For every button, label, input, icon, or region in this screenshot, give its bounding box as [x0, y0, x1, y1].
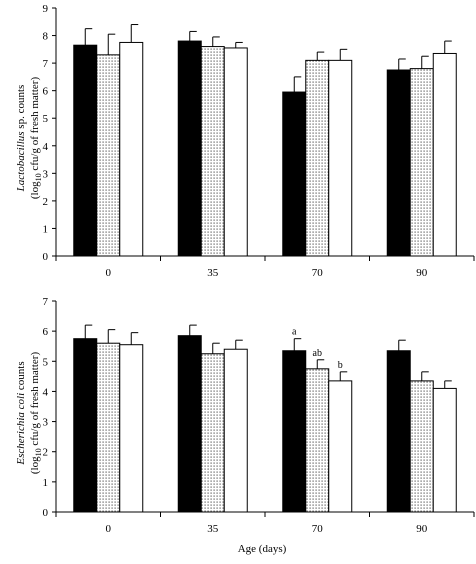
bar	[200, 46, 225, 257]
y-tick-label: 2	[43, 196, 49, 208]
x-tick-label: 0	[106, 267, 112, 279]
y-tick-label: 5	[43, 356, 49, 368]
bar	[282, 91, 307, 257]
y-tick-label: 4	[43, 141, 49, 153]
bar	[409, 380, 434, 513]
y-tick-label: 1	[43, 223, 49, 235]
bar	[73, 44, 98, 257]
y-tick-label: 4	[43, 386, 49, 398]
bar	[96, 342, 121, 513]
bar	[305, 59, 330, 257]
ylabel-italic-part: Escherichia coli	[15, 393, 27, 466]
bar	[409, 68, 434, 257]
ecoli-y-axis-title-line1: Escherichia coli counts	[15, 361, 27, 465]
y-tick-label: 8	[43, 31, 49, 43]
bar	[386, 69, 411, 257]
bar	[328, 59, 353, 257]
y-tick-label: 9	[43, 3, 49, 15]
bar	[223, 348, 248, 513]
y-tick-label: 6	[43, 86, 49, 98]
y-tick-label: 2	[43, 447, 49, 459]
ylabel-rest-part: counts	[15, 361, 27, 392]
bar	[96, 54, 121, 257]
lactobacillus-y-axis-title: Lactobacillus sp. counts (log10 cfu/g of…	[15, 77, 43, 200]
x-tick-label: 90	[416, 267, 428, 279]
lactobacillus-panel: Lactobacillus sp. counts (log10 cfu/g of…	[15, 3, 475, 279]
bar	[177, 40, 202, 257]
x-tick-label: 0	[106, 523, 112, 535]
x-axis-title: Age (days)	[238, 543, 287, 555]
significance-label: b	[338, 360, 343, 371]
significance-label: a	[292, 327, 297, 338]
bar	[305, 368, 330, 513]
x-tick-label: 35	[207, 267, 219, 279]
ylabel-line2-post: cfu/g of fresh matter)	[29, 352, 41, 449]
bar	[386, 350, 411, 513]
ylabel-line2-sub: 10	[34, 173, 43, 181]
y-tick-label: 0	[43, 507, 49, 519]
y-tick-label: 5	[43, 113, 49, 125]
x-tick-label: 70	[312, 523, 324, 535]
ylabel-italic-part: Lactobacillus	[15, 131, 27, 192]
ylabel-line2-pre: (log	[29, 181, 41, 199]
significance-label: ab	[313, 348, 322, 359]
x-tick-label: 35	[207, 523, 219, 535]
bar	[328, 380, 353, 513]
bar	[73, 338, 98, 513]
y-tick-label: 1	[43, 477, 49, 489]
bar	[432, 387, 457, 513]
y-tick-label: 6	[43, 326, 49, 338]
ylabel-rest-part: sp. counts	[15, 85, 27, 132]
bar	[119, 41, 144, 257]
y-tick-label: 3	[43, 168, 49, 180]
ylabel-line2-sub: 10	[34, 448, 43, 456]
bar	[223, 47, 248, 257]
ylabel-line2-pre: (log	[29, 456, 41, 474]
y-tick-label: 0	[43, 251, 49, 263]
y-tick-label: 7	[43, 296, 49, 308]
bar	[432, 52, 457, 257]
ecoli-y-axis-title: Escherichia coli counts (log10 cfu/g of …	[15, 352, 43, 475]
bar	[177, 335, 202, 513]
bar	[119, 344, 144, 513]
x-tick-label: 90	[416, 523, 428, 535]
y-tick-label: 3	[43, 417, 49, 429]
y-tick-label: 7	[43, 58, 49, 70]
bar	[200, 353, 225, 513]
bar	[282, 350, 307, 513]
ecoli-panel: Escherichia coli counts (log10 cfu/g of …	[15, 296, 475, 555]
ylabel-line2-post: cfu/g of fresh matter)	[29, 77, 41, 174]
lactobacillus-y-axis-title-line2: (log10 cfu/g of fresh matter)	[29, 77, 43, 200]
ecoli-y-axis-title-line2: (log10 cfu/g of fresh matter)	[29, 352, 43, 475]
lactobacillus-y-axis-title-line1: Lactobacillus sp. counts	[15, 85, 27, 193]
x-tick-label: 70	[312, 267, 324, 279]
